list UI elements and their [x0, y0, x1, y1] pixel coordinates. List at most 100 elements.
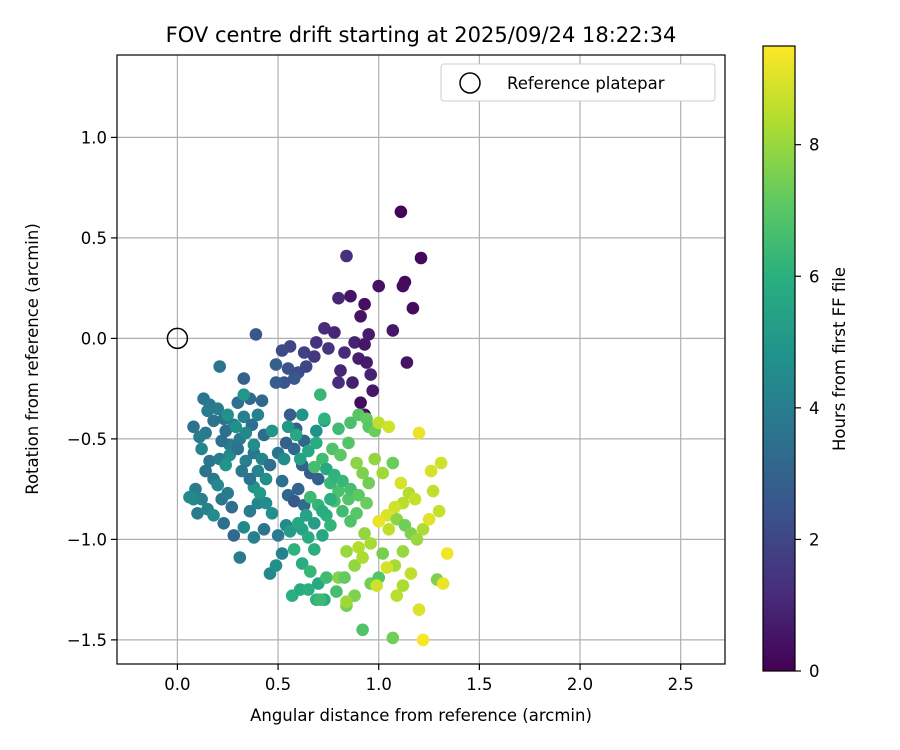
- data-point: [239, 454, 253, 468]
- data-point: [386, 631, 400, 645]
- data-point: [237, 410, 251, 424]
- data-point: [257, 523, 271, 536]
- data-point: [310, 424, 323, 438]
- data-point: [213, 360, 226, 373]
- data-point: [275, 547, 289, 560]
- data-point: [416, 523, 430, 536]
- data-point: [221, 408, 234, 422]
- data-point: [247, 438, 261, 452]
- x-tick-label: 2.0: [567, 675, 593, 694]
- data-point: [334, 364, 347, 377]
- data-point: [269, 559, 283, 572]
- data-point: [287, 442, 301, 456]
- data-point: [320, 571, 333, 584]
- data-point: [201, 404, 214, 418]
- data-point: [400, 356, 414, 369]
- data-point: [308, 460, 321, 474]
- colorbar-tick-label: 8: [809, 136, 820, 155]
- data-point: [316, 452, 329, 466]
- data-point: [354, 396, 367, 410]
- data-point: [352, 488, 365, 502]
- data-point: [324, 519, 337, 532]
- data-point: [348, 336, 361, 349]
- data-point: [410, 533, 424, 546]
- data-point: [287, 372, 301, 385]
- data-point: [376, 547, 390, 560]
- data-point: [332, 422, 345, 436]
- data-point: [356, 466, 369, 480]
- data-point: [281, 420, 295, 434]
- gridlines: [117, 55, 725, 664]
- data-point: [295, 408, 309, 422]
- y-tick-label: 0.5: [81, 229, 107, 248]
- data-point: [408, 492, 422, 506]
- colorbar-label: Hours from first FF file: [830, 267, 849, 451]
- data-point: [191, 507, 204, 520]
- data-point: [396, 279, 410, 293]
- data-point: [372, 416, 386, 430]
- data-point: [368, 452, 382, 466]
- data-point: [440, 547, 454, 560]
- data-point: [227, 529, 241, 542]
- data-point: [332, 484, 345, 498]
- data-point: [211, 478, 224, 492]
- data-point: [340, 595, 353, 608]
- data-point: [249, 328, 263, 341]
- data-point: [358, 297, 371, 311]
- data-point: [382, 523, 396, 536]
- data-point: [291, 517, 305, 530]
- data-point: [338, 571, 351, 584]
- colorbar-ticks: 0 2 4 6 8: [795, 136, 820, 681]
- data-point: [386, 456, 400, 470]
- data-point: [370, 579, 384, 592]
- data-point: [342, 492, 355, 506]
- data-point: [424, 464, 438, 478]
- data-point: [251, 408, 265, 422]
- data-point: [318, 412, 331, 426]
- data-point: [340, 545, 353, 558]
- data-point: [388, 500, 402, 514]
- data-point: [302, 444, 315, 458]
- data-point: [207, 509, 220, 522]
- data-point: [316, 504, 329, 518]
- data-point: [348, 559, 361, 572]
- y-tick-label: 0.0: [81, 329, 107, 348]
- data-point: [404, 567, 418, 580]
- data-point: [239, 426, 253, 440]
- data-point: [211, 402, 224, 416]
- data-point: [314, 593, 327, 606]
- data-point: [237, 372, 251, 385]
- data-point: [372, 279, 386, 293]
- data-point: [414, 251, 428, 265]
- legend-marker: [459, 72, 481, 94]
- data-point: [334, 448, 347, 462]
- x-tick-label: 2.5: [668, 675, 694, 694]
- data-point: [360, 496, 373, 510]
- data-point: [243, 504, 257, 518]
- colorbar: 0 2 4 6 8 Hours from first FF file: [762, 45, 849, 681]
- data-point: [412, 603, 426, 616]
- data-point: [283, 408, 297, 422]
- data-point: [304, 490, 317, 504]
- colorbar-tick-label: 4: [809, 399, 820, 418]
- data-point: [265, 507, 279, 520]
- legend-label: Reference platepar: [507, 74, 665, 93]
- data-point: [235, 464, 249, 478]
- data-point: [199, 464, 212, 478]
- data-point: [344, 416, 357, 430]
- data-point: [312, 472, 325, 486]
- data-point: [269, 358, 283, 371]
- data-point: [310, 336, 323, 349]
- data-point: [251, 464, 265, 478]
- data-point: [207, 414, 220, 428]
- data-point: [237, 388, 251, 402]
- data-point: [237, 521, 251, 534]
- x-tick-label: 1.0: [366, 675, 392, 694]
- x-tick-label: 0.5: [265, 675, 291, 694]
- data-point: [406, 301, 420, 315]
- data-point: [380, 561, 394, 574]
- data-point: [364, 368, 378, 381]
- data-point: [412, 426, 426, 440]
- data-point: [231, 442, 245, 456]
- data-point: [187, 420, 200, 434]
